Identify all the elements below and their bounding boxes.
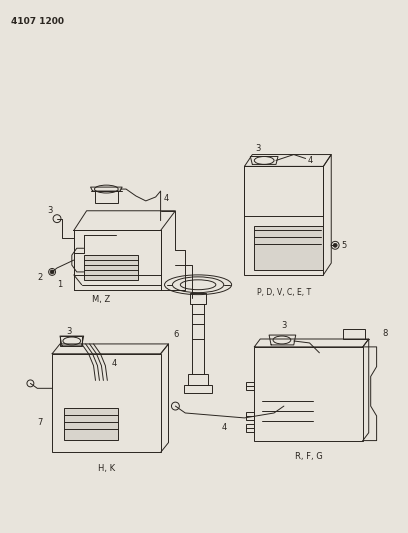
Bar <box>246 424 254 432</box>
Text: 3: 3 <box>66 327 71 336</box>
Bar <box>60 336 82 346</box>
Text: R, F, G: R, F, G <box>295 452 322 461</box>
Text: 7: 7 <box>38 418 43 427</box>
Text: 4: 4 <box>111 359 117 368</box>
Bar <box>95 191 118 203</box>
Bar <box>184 385 212 393</box>
Bar <box>192 304 204 374</box>
Text: 3: 3 <box>281 321 286 330</box>
Bar <box>343 329 365 339</box>
Bar <box>254 225 324 270</box>
Text: P, D, V, C, E, T: P, D, V, C, E, T <box>257 288 311 297</box>
Bar <box>84 255 138 280</box>
Bar <box>246 382 254 390</box>
Bar <box>52 354 161 453</box>
Text: 1: 1 <box>58 280 62 289</box>
Text: 8: 8 <box>383 328 388 337</box>
Text: M, Z: M, Z <box>92 295 111 304</box>
Text: 4: 4 <box>222 423 227 432</box>
Circle shape <box>50 270 54 274</box>
Text: H, K: H, K <box>98 464 115 473</box>
Text: 3: 3 <box>47 206 53 215</box>
Bar <box>244 166 324 275</box>
Text: 4: 4 <box>308 156 313 165</box>
Text: 4107 1200: 4107 1200 <box>11 17 64 26</box>
Bar <box>64 408 118 440</box>
Bar <box>254 347 363 441</box>
Text: 3: 3 <box>255 144 261 153</box>
Bar <box>246 412 254 420</box>
Text: 6: 6 <box>174 329 179 338</box>
Circle shape <box>333 244 337 247</box>
Bar <box>244 166 324 216</box>
Bar <box>190 293 206 304</box>
Text: 4: 4 <box>164 195 169 204</box>
Text: 2: 2 <box>38 273 43 282</box>
Text: 5: 5 <box>341 241 346 250</box>
Bar <box>188 374 208 385</box>
